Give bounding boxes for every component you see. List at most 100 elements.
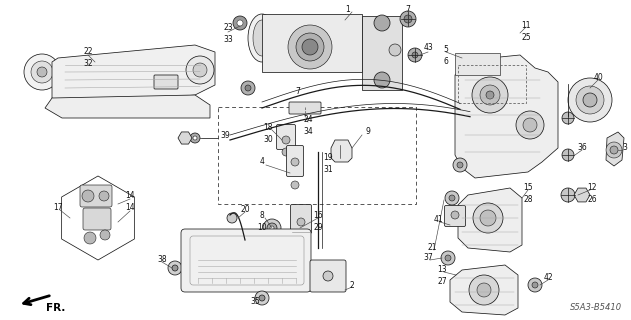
Circle shape: [451, 211, 459, 219]
FancyBboxPatch shape: [444, 205, 466, 227]
FancyBboxPatch shape: [290, 204, 312, 234]
Circle shape: [400, 11, 416, 27]
Circle shape: [82, 190, 94, 202]
Circle shape: [263, 219, 281, 237]
Text: 8: 8: [259, 211, 264, 220]
Circle shape: [227, 213, 237, 223]
FancyBboxPatch shape: [154, 75, 178, 89]
Text: 25: 25: [521, 33, 531, 42]
FancyBboxPatch shape: [289, 102, 321, 114]
Text: 12: 12: [587, 183, 597, 193]
Circle shape: [288, 25, 332, 69]
Circle shape: [583, 93, 597, 107]
Text: 5: 5: [444, 45, 449, 54]
Circle shape: [233, 16, 247, 30]
Circle shape: [323, 271, 333, 281]
Circle shape: [445, 255, 451, 261]
FancyBboxPatch shape: [181, 229, 311, 292]
FancyBboxPatch shape: [286, 146, 304, 177]
Circle shape: [37, 67, 47, 77]
Circle shape: [473, 203, 503, 233]
Text: 22: 22: [83, 47, 93, 57]
Circle shape: [469, 275, 499, 305]
FancyBboxPatch shape: [276, 124, 295, 149]
Text: 7: 7: [406, 5, 410, 14]
Text: 37: 37: [423, 253, 433, 262]
Text: 39: 39: [220, 131, 230, 140]
Circle shape: [193, 136, 197, 140]
Text: 24: 24: [303, 116, 313, 124]
Text: 23: 23: [223, 23, 233, 33]
Text: 14: 14: [125, 204, 135, 212]
Polygon shape: [45, 95, 210, 118]
Circle shape: [374, 72, 390, 88]
Text: 35: 35: [250, 298, 260, 307]
Circle shape: [193, 63, 207, 77]
Text: 21: 21: [427, 244, 437, 252]
Circle shape: [441, 251, 455, 265]
Circle shape: [270, 226, 274, 230]
Text: 4: 4: [259, 157, 264, 166]
Circle shape: [561, 188, 575, 202]
Text: 17: 17: [53, 204, 63, 212]
Circle shape: [389, 44, 401, 56]
Circle shape: [172, 265, 178, 271]
Circle shape: [190, 133, 200, 143]
Circle shape: [297, 238, 305, 246]
Circle shape: [282, 136, 290, 144]
Text: 11: 11: [521, 20, 531, 29]
Text: 10: 10: [257, 222, 267, 231]
FancyBboxPatch shape: [455, 53, 500, 75]
Circle shape: [99, 191, 109, 201]
Circle shape: [31, 61, 53, 83]
Circle shape: [408, 48, 422, 62]
Circle shape: [477, 283, 491, 297]
Polygon shape: [455, 55, 558, 178]
Text: 42: 42: [543, 274, 553, 283]
Polygon shape: [52, 45, 215, 105]
Text: 20: 20: [240, 205, 250, 214]
Bar: [458, 65, 526, 103]
Circle shape: [374, 15, 390, 31]
Circle shape: [245, 85, 251, 91]
Polygon shape: [331, 140, 352, 162]
Bar: [218, 107, 416, 204]
Text: 2: 2: [350, 281, 355, 290]
Circle shape: [528, 278, 542, 292]
Circle shape: [516, 111, 544, 139]
Text: 7: 7: [295, 87, 300, 97]
Text: 28: 28: [523, 196, 533, 204]
Circle shape: [472, 77, 508, 113]
Circle shape: [445, 191, 459, 205]
Circle shape: [606, 142, 622, 158]
Text: 34: 34: [303, 127, 313, 137]
Circle shape: [291, 158, 299, 166]
Text: 16: 16: [313, 211, 323, 220]
Circle shape: [532, 282, 538, 288]
Circle shape: [568, 78, 612, 122]
FancyBboxPatch shape: [83, 208, 111, 230]
Circle shape: [255, 291, 269, 305]
Circle shape: [610, 146, 618, 154]
Text: 15: 15: [523, 183, 533, 193]
Text: 19: 19: [323, 154, 333, 163]
Text: 33: 33: [223, 36, 233, 44]
Circle shape: [404, 15, 412, 23]
Circle shape: [291, 181, 299, 189]
Text: 26: 26: [587, 196, 597, 204]
Text: 36: 36: [577, 143, 587, 153]
Text: 41: 41: [433, 215, 443, 225]
Text: FR.: FR.: [46, 303, 66, 313]
Circle shape: [562, 112, 574, 124]
Circle shape: [84, 232, 96, 244]
Polygon shape: [606, 132, 624, 166]
Circle shape: [480, 210, 496, 226]
Circle shape: [576, 86, 604, 114]
Circle shape: [457, 162, 463, 168]
Circle shape: [100, 230, 110, 240]
Text: 9: 9: [365, 127, 370, 137]
Polygon shape: [450, 265, 518, 315]
Circle shape: [412, 52, 418, 58]
Text: 6: 6: [444, 58, 449, 67]
Circle shape: [562, 149, 574, 161]
